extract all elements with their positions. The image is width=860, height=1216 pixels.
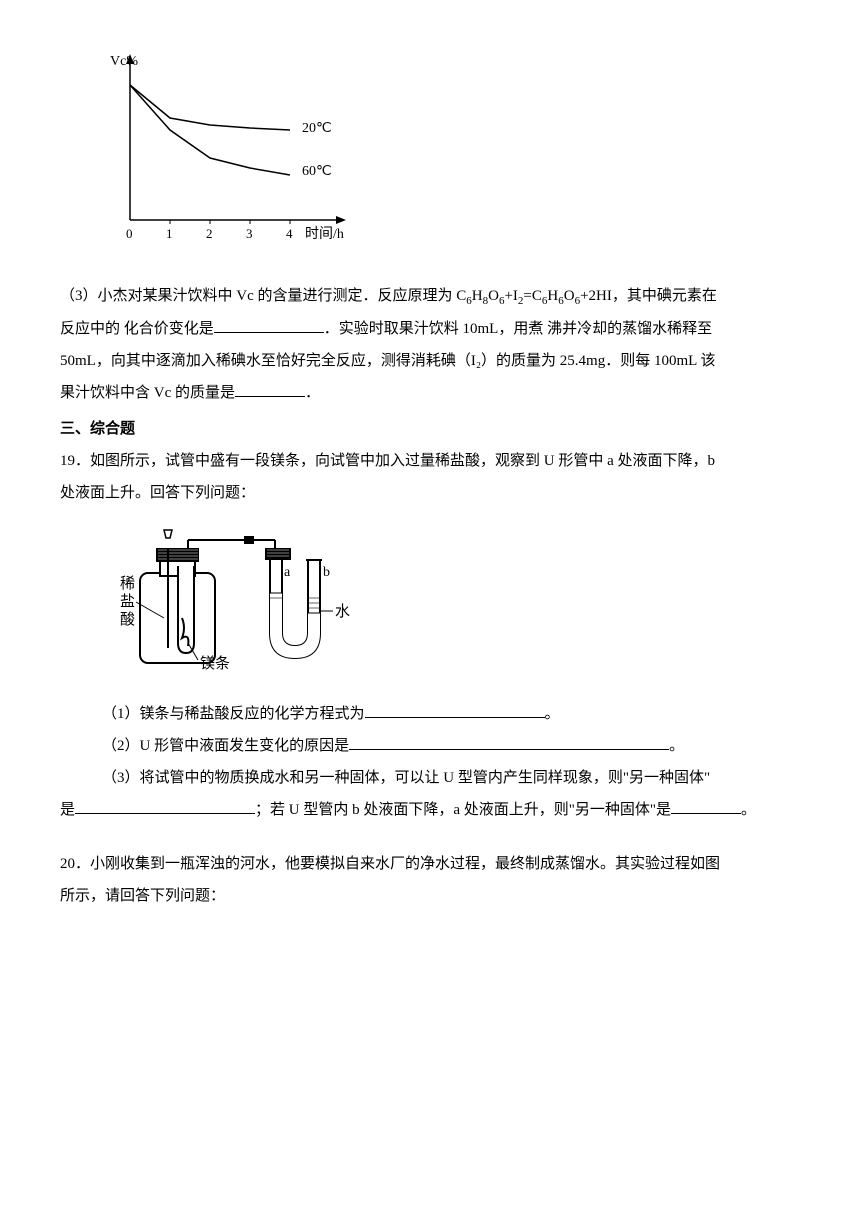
- xtick-2: 2: [206, 226, 213, 241]
- blank-solid2: [671, 796, 741, 814]
- q19-1: （1）镁条与稀盐酸反应的化学方程式为。: [102, 699, 800, 729]
- xtick-1: 1: [166, 226, 173, 241]
- label-acid2: 盐: [120, 593, 135, 610]
- q18-3-line4: 果汁饮料中含 Vc 的质量是．: [60, 378, 800, 408]
- q18-3-line3: 50mL，向其中逐滴加入稀碘水至恰好完全反应，测得消耗碘（I₂）的质量为 25.…: [60, 346, 800, 376]
- q18-3-line2: 反应中的 化合价变化是．实验时取果汁饮料 10mL，用煮 沸并冷却的蒸馏水稀释至: [60, 314, 800, 344]
- y-axis-label: Vc%: [110, 54, 138, 69]
- label-acid1: 稀: [120, 575, 135, 592]
- label-b: b: [323, 565, 330, 580]
- blank-solid1: [75, 796, 255, 814]
- section-3-heading: 三、综合题: [60, 414, 800, 444]
- q19-stem1: 19．如图所示，试管中盛有一段镁条，向试管中加入过量稀盐酸，观察到 U 形管中 …: [60, 446, 800, 476]
- x-axis-label: 时间/h: [305, 226, 344, 242]
- series-label-20: 20℃: [302, 121, 332, 136]
- label-a: a: [284, 565, 291, 580]
- blank-mass: [235, 379, 305, 397]
- label-mg: 镁条: [200, 655, 230, 672]
- blank-valence: [214, 315, 324, 333]
- q19-3b: 是；若 U 型管内 b 处液面下降，a 处液面上升，则"另一种固体"是。: [60, 795, 800, 825]
- q19-3a: （3）将试管中的物质换成水和另一种固体，可以让 U 型管内产生同样现象，则"另一…: [102, 763, 800, 793]
- q20-line1: 20．小刚收集到一瓶浑浊的河水，他要模拟自来水厂的净水过程，最终制成蒸馏水。其实…: [60, 849, 800, 879]
- vc-chart: Vc% 0 1 2 3 4 时间/h 20℃ 60℃: [80, 40, 800, 271]
- q18-3-line1: （3）小杰对某果汁饮料中 Vc 的含量进行测定．反应原理为 C6H8O6+I2=…: [60, 281, 800, 312]
- label-water: 水: [335, 603, 350, 620]
- q19-stem2: 处液面上升。回答下列问题：: [60, 478, 800, 508]
- apparatus-diagram: 稀 盐 酸 镁条 a b 水: [120, 518, 800, 689]
- q19-2: （2）U 形管中液面发生变化的原因是。: [102, 731, 800, 761]
- xtick-4: 4: [286, 226, 293, 241]
- blank-equation: [365, 700, 545, 718]
- series-label-60: 60℃: [302, 164, 332, 179]
- q20-line2: 所示，请回答下列问题：: [60, 881, 800, 911]
- label-acid3: 酸: [120, 611, 135, 628]
- blank-reason: [349, 732, 669, 750]
- xtick-3: 3: [246, 226, 253, 241]
- xtick-0: 0: [126, 226, 133, 241]
- line-chart-svg: Vc% 0 1 2 3 4 时间/h 20℃ 60℃: [80, 40, 380, 260]
